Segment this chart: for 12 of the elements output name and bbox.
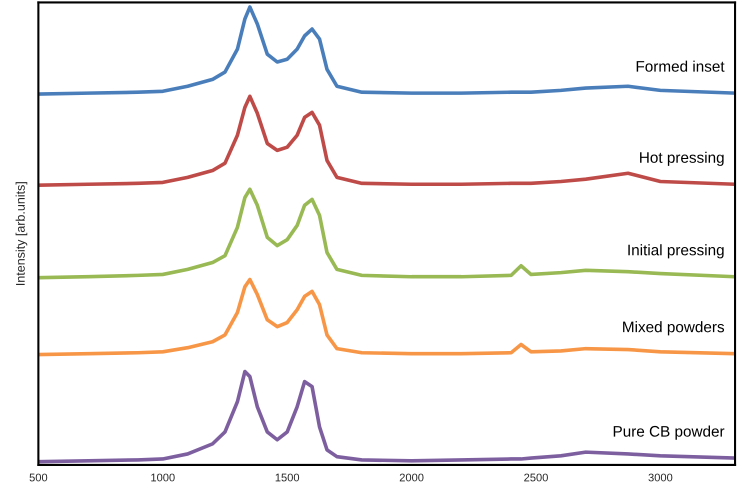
series-label: Initial pressing xyxy=(628,244,724,258)
x-tick-label: 1500 xyxy=(276,474,300,482)
y-axis-title: Intensity [arb.units] xyxy=(16,182,28,285)
series-label: Formed inset xyxy=(636,60,724,72)
x-tick-label: 500 xyxy=(30,474,48,482)
x-tick-label: 2500 xyxy=(524,474,548,482)
x-tick-label: 1000 xyxy=(151,474,175,482)
series-label: Hot pressing xyxy=(640,152,724,166)
x-tick-label: 2000 xyxy=(400,474,424,482)
series-label: Pure CB powder xyxy=(614,426,724,440)
x-tick-label: 3000 xyxy=(648,474,672,482)
series-label: Mixed powders xyxy=(623,321,724,336)
